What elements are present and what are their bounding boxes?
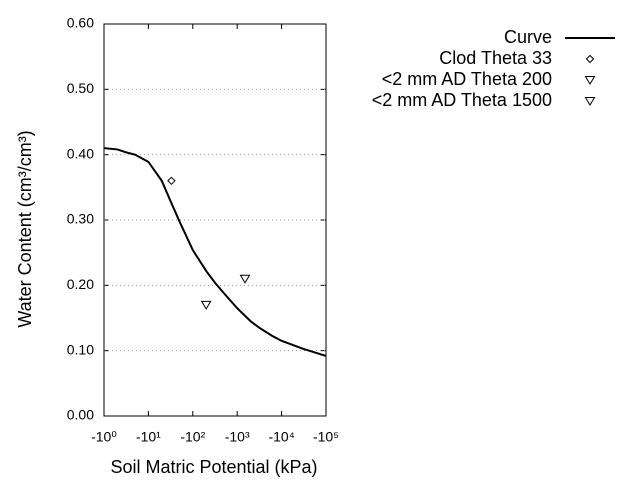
- y-tick-label: 0.20: [67, 276, 94, 292]
- x-axis-label: Soil Matric Potential (kPa): [110, 457, 317, 477]
- y-tick-label: 0.00: [67, 407, 94, 423]
- legend-label: Clod Theta 33: [439, 48, 552, 68]
- curve: [103, 147, 327, 357]
- legend-label: <2 mm AD Theta 1500: [372, 90, 552, 110]
- x-tick-label: -10²: [180, 429, 205, 445]
- legend-marker: [585, 54, 595, 64]
- y-tick-label: 0.60: [67, 15, 94, 31]
- point: [167, 176, 176, 186]
- point: [239, 274, 251, 284]
- y-axis-label: Water Content (cm³/cm³): [15, 130, 35, 327]
- x-tick-label: -10¹: [136, 429, 161, 445]
- legend-label: Curve: [504, 27, 552, 47]
- y-tick-label: 0.50: [67, 80, 94, 96]
- legend-marker: [584, 97, 596, 106]
- y-tick-label: 0.40: [67, 145, 94, 161]
- x-tick-label: -10⁴: [268, 429, 294, 445]
- x-tick-label: -10³: [225, 429, 250, 445]
- x-tick-label: -10⁰: [91, 429, 117, 445]
- x-tick-label: -10⁵: [313, 429, 339, 445]
- legend-label: <2 mm AD Theta 200: [382, 69, 552, 89]
- y-tick-label: 0.10: [67, 341, 94, 357]
- legend-marker: [584, 76, 596, 85]
- plot-frame: [103, 23, 327, 417]
- point: [200, 300, 212, 310]
- y-tick-label: 0.30: [67, 211, 94, 227]
